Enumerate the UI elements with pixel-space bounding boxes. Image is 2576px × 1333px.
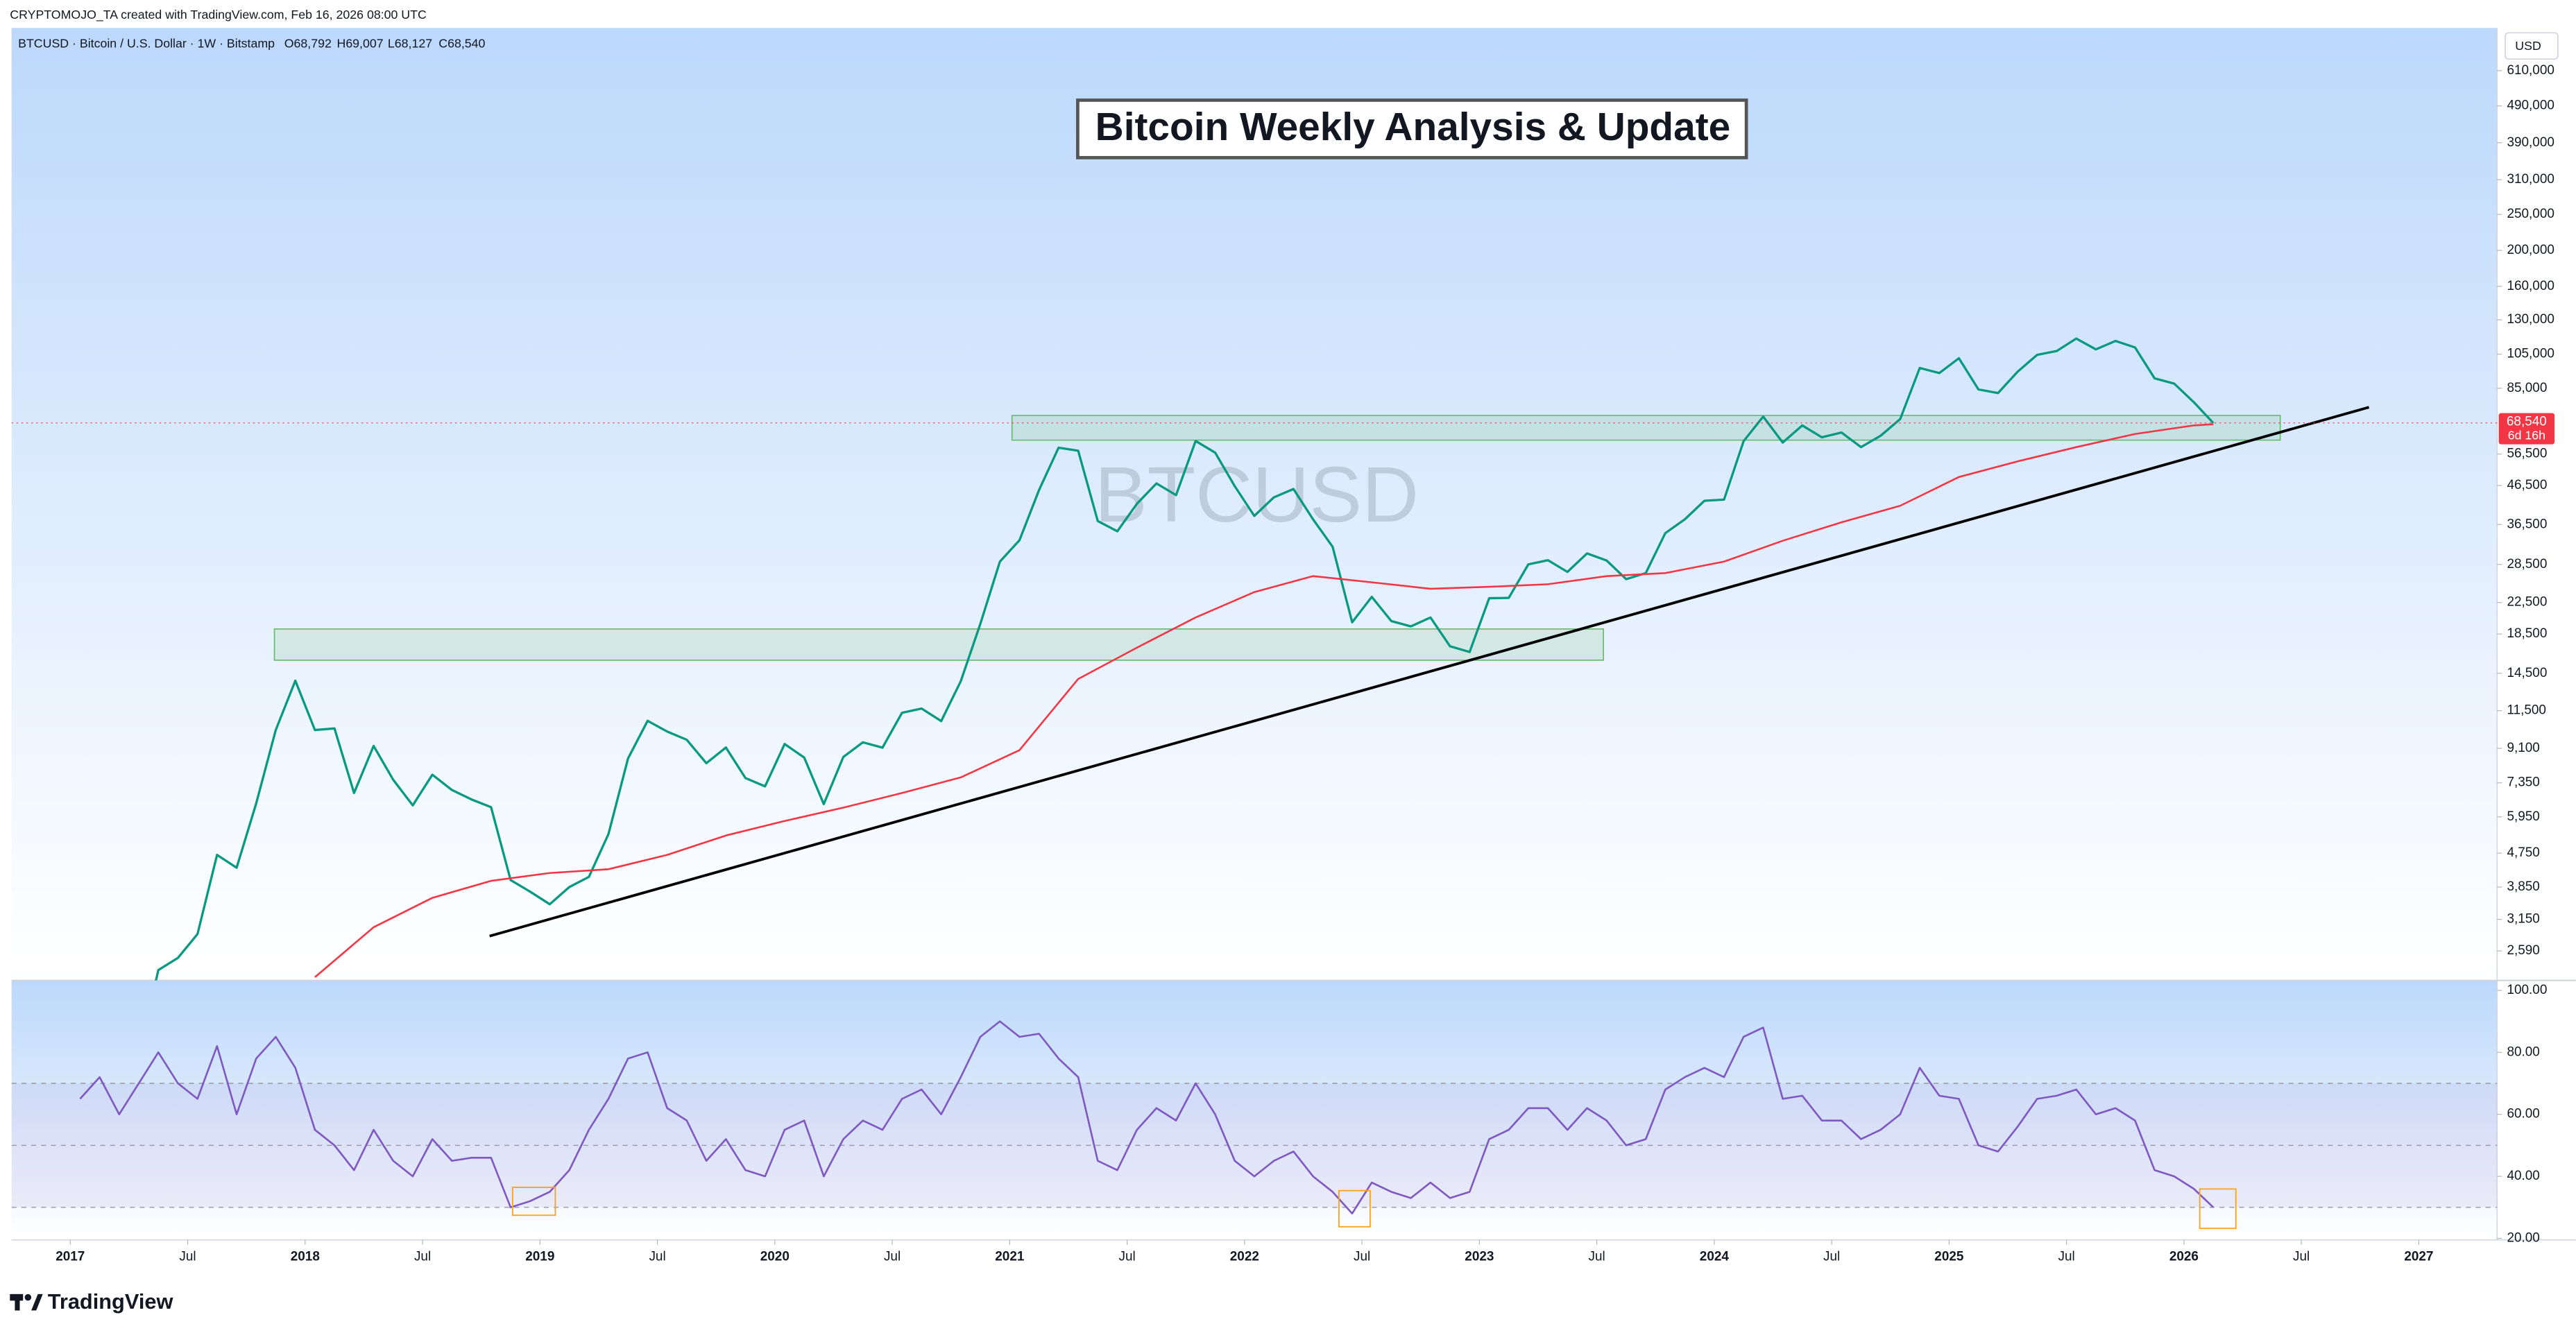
- y-tick-label: 2,590: [2507, 943, 2539, 958]
- last-price-badge: [2498, 413, 2555, 445]
- logo-mark: [24, 1293, 32, 1301]
- logo-mark: [15, 1298, 20, 1311]
- currency[interactable]: USD: [2515, 39, 2541, 53]
- y-tick-label: 36,500: [2507, 517, 2547, 531]
- y-tick-label: 390,000: [2507, 135, 2554, 150]
- x-tick-label: Jul: [2058, 1250, 2075, 1264]
- support-zone: [273, 628, 1604, 661]
- y-tick-label: 610,000: [2507, 63, 2554, 78]
- y-tick-label: 3,850: [2507, 879, 2539, 894]
- trendline: [489, 406, 2370, 938]
- x-tick-label: 2025: [1934, 1250, 1963, 1264]
- x-tick-label: Jul: [414, 1250, 431, 1264]
- credit: CRYPTOMOJO_TA created with TradingView.c…: [10, 8, 427, 22]
- x-tick-label: 2017: [56, 1250, 85, 1264]
- main-pane: [11, 28, 2498, 981]
- x-tick-label: Jul: [2293, 1250, 2310, 1264]
- y-tick-label: 490,000: [2507, 98, 2554, 113]
- watermark: BTCUSD: [1095, 451, 1419, 539]
- rsi-highlight: [511, 1187, 556, 1216]
- y-tick-label: 18,500: [2507, 626, 2547, 641]
- logo-mark: [10, 1293, 24, 1301]
- resistance-zone: [1011, 415, 2281, 441]
- x-tick-label: 2026: [2169, 1250, 2199, 1264]
- series-line: [155, 337, 2215, 981]
- y-tick-label: 22,500: [2507, 595, 2547, 610]
- y-tick-label: 56,500: [2507, 447, 2547, 461]
- y-tick-label: 105,000: [2507, 347, 2554, 361]
- x-tick-label: Jul: [1354, 1250, 1370, 1264]
- y-tick-label: 80.00: [2507, 1044, 2539, 1059]
- y-tick-label: 40.00: [2507, 1169, 2539, 1183]
- logo-text: TradingView: [48, 1289, 173, 1314]
- x-tick-label: Jul: [1118, 1250, 1135, 1264]
- currency-button[interactable]: [2505, 32, 2559, 60]
- series-line: [314, 423, 2214, 979]
- y-tick-label: 85,000: [2507, 381, 2547, 395]
- y-tick-label: 5,950: [2507, 809, 2539, 824]
- y-tick-label: 9,100: [2507, 741, 2539, 755]
- x-tick-label: 2019: [525, 1250, 554, 1264]
- logo: TradingView: [10, 1289, 173, 1314]
- rsi-highlight: [1338, 1189, 1371, 1228]
- price-axis: [2497, 28, 2576, 1240]
- x-tick-label: Jul: [884, 1250, 901, 1264]
- y-tick-label: 28,500: [2507, 557, 2547, 571]
- y-tick-label: 14,500: [2507, 666, 2547, 680]
- x-tick-label: 2022: [1230, 1250, 1259, 1264]
- y-tick-label: 11,500: [2507, 703, 2546, 718]
- symbol-line: BTCUSD · Bitcoin / U.S. Dollar · 1W · Bi…: [18, 37, 485, 51]
- x-tick-label: 2023: [1465, 1250, 1494, 1264]
- countdown-label: 6d 16h: [2508, 428, 2545, 442]
- ohlc-close: C68,540: [438, 37, 485, 51]
- logo-mark: [31, 1293, 43, 1311]
- x-tick-label: 2024: [1700, 1250, 1730, 1264]
- y-tick-label: 100.00: [2507, 983, 2547, 997]
- y-tick-label: 310,000: [2507, 172, 2554, 187]
- y-tick-label: 3,150: [2507, 912, 2539, 927]
- x-tick-label: Jul: [1823, 1250, 1840, 1264]
- y-tick-label: 250,000: [2507, 207, 2554, 221]
- y-tick-label: 200,000: [2507, 243, 2554, 257]
- symbol: BTCUSD · Bitcoin / U.S. Dollar · 1W · Bi…: [18, 37, 275, 51]
- y-tick-label: 20.00: [2507, 1231, 2539, 1246]
- y-tick-label: 46,500: [2507, 478, 2547, 492]
- y-tick-label: 7,350: [2507, 775, 2539, 790]
- ohlc-low: L68,127: [388, 37, 432, 51]
- ohlc-open: O68,792: [284, 37, 332, 51]
- annotations: [273, 406, 2370, 938]
- x-tick-label: 2027: [2404, 1250, 2433, 1264]
- x-tick-label: Jul: [649, 1250, 665, 1264]
- x-tick-label: 2021: [995, 1250, 1024, 1264]
- series-line: [79, 1020, 2215, 1215]
- x-tick-label: 2018: [291, 1250, 320, 1264]
- main-marks: [11, 337, 2498, 981]
- y-tick-label: 130,000: [2507, 312, 2554, 327]
- x-tick-label: Jul: [1589, 1250, 1605, 1264]
- y-tick-label: 60.00: [2507, 1107, 2539, 1121]
- x-tick-label: Jul: [179, 1250, 196, 1264]
- last-price-label: 68,540: [2507, 415, 2547, 429]
- chart-title: Bitcoin Weekly Analysis & Update: [1095, 105, 1731, 149]
- y-tick-label: 160,000: [2507, 279, 2554, 293]
- title-box: [1076, 98, 1748, 160]
- ohlc-high: H69,007: [337, 37, 384, 51]
- rsi-highlight: [2199, 1188, 2237, 1230]
- x-tick-label: 2020: [760, 1250, 790, 1264]
- y-tick-label: 4,750: [2507, 845, 2539, 860]
- rsi-marks: [11, 1020, 2498, 1215]
- rsi-pane: [11, 980, 2498, 1240]
